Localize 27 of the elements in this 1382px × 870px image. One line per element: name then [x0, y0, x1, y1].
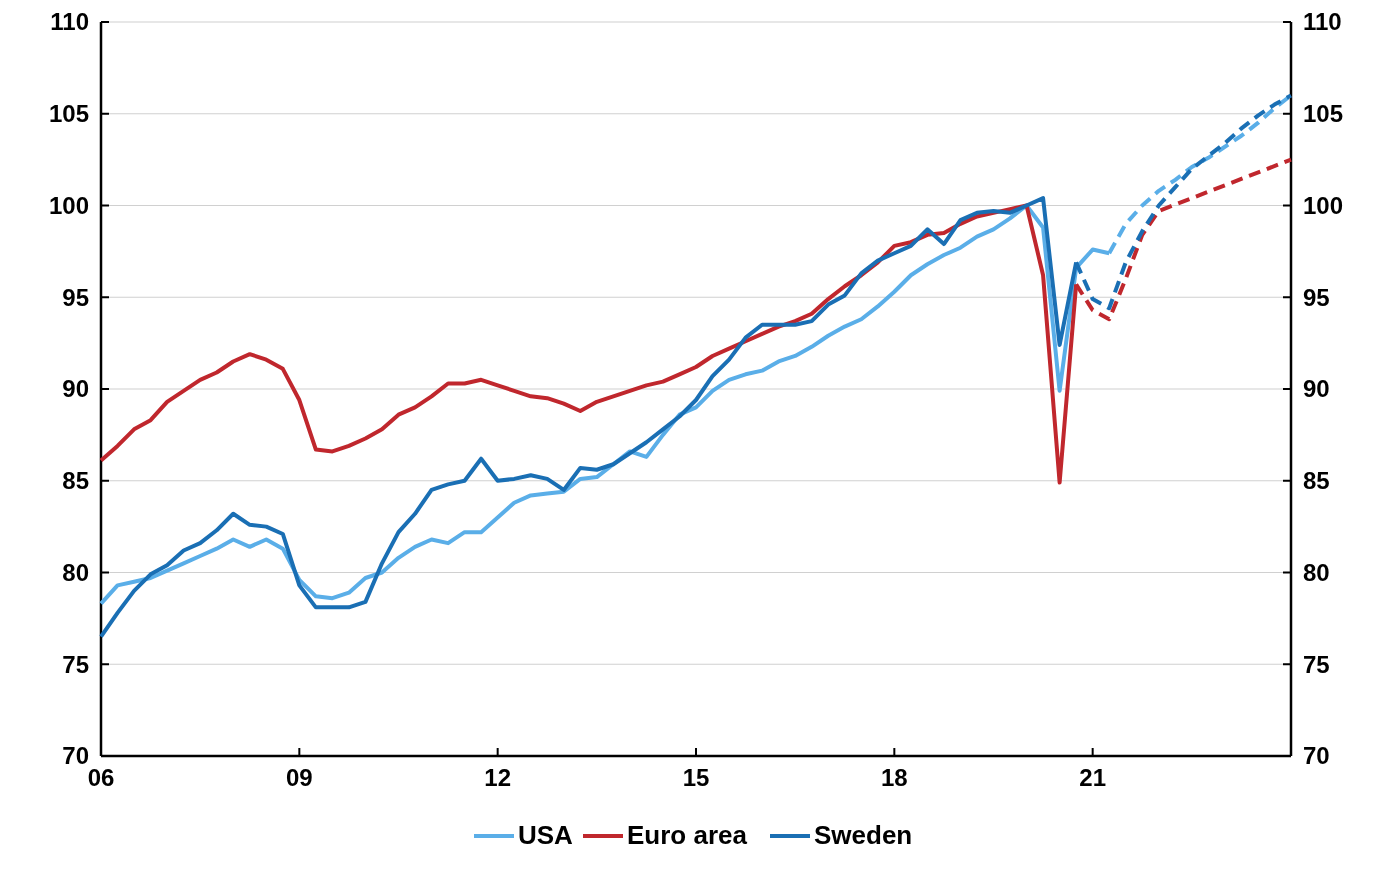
y2-tick-label: 90	[1303, 375, 1330, 403]
y-tick-label: 80	[62, 558, 89, 586]
x-tick-label: 06	[87, 764, 115, 791]
y-tick-label: 75	[62, 650, 89, 678]
y2-tick-label: 100	[1303, 191, 1344, 219]
y2-tick-label: 70	[1303, 742, 1330, 770]
y2-tick-label: 105	[1303, 100, 1344, 128]
y-tick-label: 95	[62, 283, 89, 311]
x-tick-label: 18	[880, 764, 908, 791]
legend-label: USA	[518, 820, 574, 850]
y2-tick-label: 95	[1303, 283, 1330, 311]
y-tick-label: 100	[48, 191, 89, 219]
x-tick-label: 09	[285, 764, 313, 791]
y-tick-label: 70	[62, 742, 89, 770]
x-tick-label: 15	[682, 764, 710, 791]
y2-tick-label: 85	[1303, 467, 1330, 495]
y-tick-label: 90	[62, 375, 89, 403]
y-tick-label: 110	[50, 8, 89, 36]
y2-tick-label: 75	[1303, 650, 1330, 678]
y-tick-label: 85	[62, 467, 89, 495]
y-tick-label: 105	[48, 100, 89, 128]
y2-tick-label: 80	[1303, 558, 1330, 586]
legend-label: Sweden	[814, 820, 913, 850]
y2-tick-label: 110	[1303, 8, 1342, 36]
x-tick-label: 12	[484, 764, 512, 791]
x-tick-label: 21	[1079, 764, 1107, 791]
legend-label: Euro area	[627, 820, 748, 850]
